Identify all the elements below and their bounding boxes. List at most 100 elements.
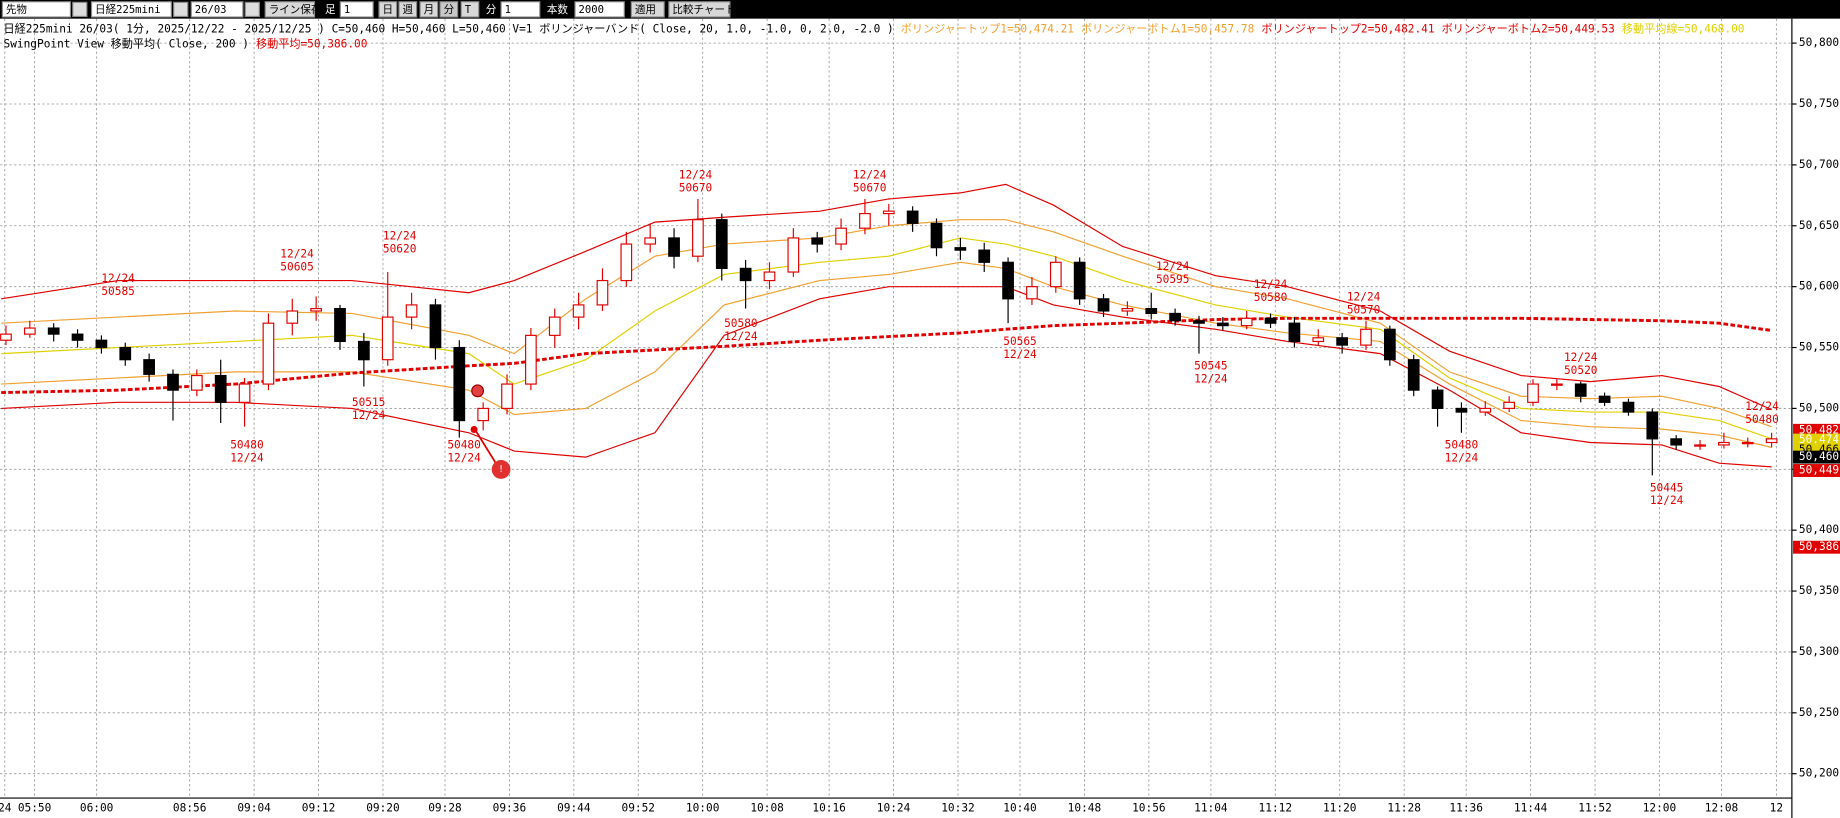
x-tick-label: 09:44 xyxy=(557,802,591,815)
toolbar: 先物 日経225mini 26/03 ライン保存足 1 日週月分 T 分 1 本数 2000 適用 比較… xyxy=(1,1,736,18)
candle-body xyxy=(1240,317,1253,327)
x-tick-label: 12:08 xyxy=(1705,802,1738,815)
dropdown[interactable] xyxy=(1,1,71,18)
toolbar-label: 比較チャート xyxy=(672,3,735,16)
x-tick-label: 11:36 xyxy=(1449,802,1482,815)
candle-body xyxy=(739,267,752,282)
candle-body xyxy=(1598,395,1611,403)
swing-price: 50480 xyxy=(230,439,263,452)
swing-price: 50445 xyxy=(1650,481,1683,494)
y-tick-label: 50,750 xyxy=(1799,97,1839,110)
indicator-line xyxy=(1,237,1772,440)
swing-price: 50480 xyxy=(447,439,480,452)
candle-body xyxy=(692,219,704,257)
indicator-line xyxy=(1,286,1772,468)
candle-body xyxy=(1049,261,1062,288)
candle-body xyxy=(310,307,323,312)
button[interactable] xyxy=(398,1,418,18)
y-tick-label: 50,200 xyxy=(1799,767,1839,780)
button[interactable] xyxy=(264,1,316,18)
candle-body xyxy=(167,373,179,391)
swing-price: 50580 xyxy=(1254,291,1287,304)
candle-body xyxy=(1360,328,1372,346)
candle-body xyxy=(1431,389,1444,409)
candle-body xyxy=(262,322,275,385)
swing-date: 12/24 xyxy=(1745,400,1779,413)
indicator-line xyxy=(1,183,1772,411)
swing-date: 12/24 xyxy=(1003,348,1037,361)
dropdown-arrow[interactable] xyxy=(173,1,189,18)
swing-price: 50480 xyxy=(1745,413,1778,426)
dropdown-arrow[interactable] xyxy=(72,1,88,18)
toolbar-label: 分 xyxy=(444,4,455,16)
y-tick-label: 50,500 xyxy=(1799,401,1839,414)
candle-body xyxy=(286,310,299,324)
badge-icon: ! xyxy=(498,464,504,475)
candle-body xyxy=(1026,286,1038,300)
swing-price: 50515 xyxy=(352,396,385,409)
swing-date: 12/24 xyxy=(1254,278,1288,291)
toolbar-bg xyxy=(0,0,1840,19)
header-segment: 移動平均=50,386.00 xyxy=(256,37,367,51)
header-segment: ボリンジャーボトム1=50,457.78 xyxy=(1081,22,1254,35)
candle-body xyxy=(1336,337,1348,346)
swing-date: 12/24 xyxy=(230,452,264,465)
candle-body xyxy=(381,316,394,361)
toolbar-label: 先物 xyxy=(6,3,28,16)
x-tick-label: 09:04 xyxy=(237,802,271,815)
candle-body xyxy=(1383,328,1396,361)
candle-body xyxy=(1574,383,1587,397)
candle-body xyxy=(23,327,36,335)
candle-body xyxy=(835,227,847,245)
input[interactable] xyxy=(574,1,625,18)
price-tag xyxy=(1793,540,1840,554)
button[interactable] xyxy=(460,1,480,18)
button[interactable] xyxy=(378,1,398,18)
button[interactable] xyxy=(630,1,665,18)
price-tag-label: 50,482 xyxy=(1799,423,1839,436)
y-tick-label: 50,350 xyxy=(1799,584,1839,597)
candle-body xyxy=(572,304,585,318)
candle-body xyxy=(1312,337,1325,343)
y-tick-label: 50,600 xyxy=(1799,280,1839,293)
x-tick-label: 10:00 xyxy=(686,802,719,815)
x-tick-label: 06:00 xyxy=(80,802,113,815)
button[interactable] xyxy=(419,1,439,18)
y-tick-label: 50,550 xyxy=(1799,341,1839,354)
dropdown[interactable] xyxy=(190,1,244,18)
swing-price: 50580 xyxy=(724,317,757,330)
y-tick-label: 50,650 xyxy=(1799,219,1839,232)
x-tick-label: 12:00 xyxy=(1643,802,1676,815)
swing-price: 50570 xyxy=(1347,303,1380,316)
candle-body xyxy=(1002,261,1014,300)
dropdown-arrow[interactable] xyxy=(244,1,260,18)
input[interactable] xyxy=(500,1,541,18)
toolbar-label: 適用 xyxy=(635,3,656,16)
candle-body xyxy=(787,237,800,273)
candle-body xyxy=(119,346,132,361)
x-tick-label: 10:32 xyxy=(941,802,974,815)
candle-body xyxy=(71,333,84,341)
button[interactable] xyxy=(439,1,459,18)
price-tag-label: 50,449 xyxy=(1799,464,1839,477)
button[interactable] xyxy=(668,1,731,18)
price-tag xyxy=(1793,464,1840,477)
candle-body xyxy=(1765,438,1778,444)
price-tag xyxy=(1793,423,1840,437)
x-tick-label: 10:24 xyxy=(877,802,911,815)
x-tick-label: 05:50 xyxy=(18,802,51,815)
candle-body xyxy=(1718,441,1730,446)
header-segment: ボリンジャートップ1=50,474.21 xyxy=(901,22,1074,35)
input[interactable] xyxy=(339,1,374,18)
toolbar-label: 本数 xyxy=(547,3,569,16)
candle-body xyxy=(405,304,418,318)
candle-body xyxy=(620,243,633,282)
candle-body xyxy=(501,383,513,409)
header-segment: 移動平均線=50,468.00 xyxy=(1622,21,1745,35)
candle-body xyxy=(334,307,346,343)
dropdown[interactable] xyxy=(90,1,172,18)
x-tick-label: 12 xyxy=(1770,802,1783,815)
candle-body xyxy=(978,249,991,263)
candle-body xyxy=(906,210,919,224)
